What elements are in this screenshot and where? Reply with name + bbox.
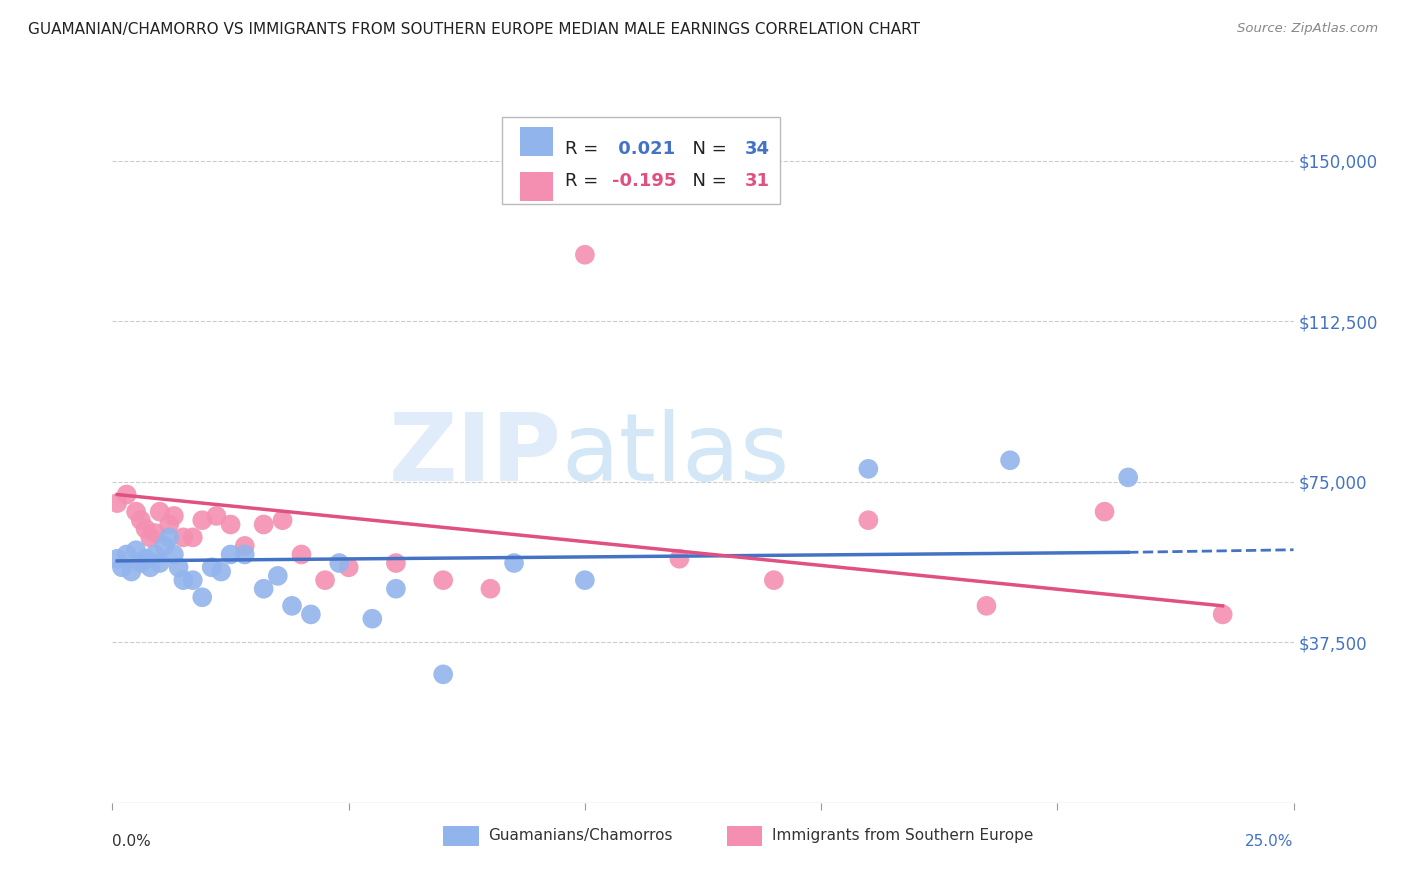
Point: [111, 560, 134, 574]
Point: [253, 582, 276, 596]
Point: [998, 453, 1021, 467]
Point: [1212, 607, 1234, 622]
Text: 25.0%: 25.0%: [1246, 834, 1294, 849]
Text: 31: 31: [744, 172, 769, 191]
Point: [149, 556, 172, 570]
Point: [503, 556, 526, 570]
Point: [129, 513, 152, 527]
FancyBboxPatch shape: [520, 172, 553, 201]
Point: [479, 582, 502, 596]
Point: [153, 539, 176, 553]
Point: [385, 582, 408, 596]
Point: [1094, 505, 1116, 519]
Point: [209, 565, 232, 579]
Point: [149, 505, 172, 519]
Point: [172, 530, 194, 544]
Point: [432, 667, 454, 681]
Point: [328, 556, 350, 570]
Point: [105, 496, 128, 510]
Point: [337, 560, 360, 574]
Point: [201, 560, 224, 574]
Point: [385, 556, 408, 570]
Point: [205, 508, 228, 523]
Y-axis label: Median Male Earnings: Median Male Earnings: [0, 364, 8, 546]
Point: [143, 526, 166, 541]
Point: [271, 513, 294, 527]
Point: [125, 543, 148, 558]
Text: atlas: atlas: [561, 409, 790, 501]
Point: [432, 573, 454, 587]
Point: [976, 599, 998, 613]
FancyBboxPatch shape: [443, 827, 478, 846]
Text: 0.0%: 0.0%: [112, 834, 152, 849]
Text: 34: 34: [744, 140, 769, 158]
Text: GUAMANIAN/CHAMORRO VS IMMIGRANTS FROM SOUTHERN EUROPE MEDIAN MALE EARNINGS CORRE: GUAMANIAN/CHAMORRO VS IMMIGRANTS FROM SO…: [28, 22, 920, 37]
Text: N =: N =: [681, 172, 733, 191]
Point: [314, 573, 336, 587]
FancyBboxPatch shape: [727, 827, 762, 846]
Text: N =: N =: [681, 140, 733, 158]
Point: [167, 560, 190, 574]
Point: [219, 548, 242, 562]
Point: [233, 548, 256, 562]
Point: [668, 551, 690, 566]
Point: [120, 565, 142, 579]
Point: [157, 530, 180, 544]
Point: [290, 548, 312, 562]
Point: [253, 517, 276, 532]
Point: [181, 573, 204, 587]
Point: [135, 551, 157, 566]
Point: [858, 513, 880, 527]
Point: [135, 522, 157, 536]
FancyBboxPatch shape: [520, 128, 553, 156]
Point: [105, 551, 128, 566]
Point: [1116, 470, 1139, 484]
Text: -0.195: -0.195: [612, 172, 676, 191]
Point: [115, 487, 138, 501]
Text: ZIP: ZIP: [388, 409, 561, 501]
Point: [191, 591, 214, 605]
Point: [361, 612, 384, 626]
Point: [281, 599, 304, 613]
Point: [219, 517, 242, 532]
Point: [139, 560, 162, 574]
Point: [163, 548, 186, 562]
Point: [858, 462, 880, 476]
Point: [115, 548, 138, 562]
Point: [163, 508, 186, 523]
Text: Guamanians/Chamorros: Guamanians/Chamorros: [488, 828, 672, 843]
Text: 0.021: 0.021: [612, 140, 675, 158]
Text: R =: R =: [565, 140, 603, 158]
Point: [299, 607, 322, 622]
Point: [157, 517, 180, 532]
Text: Source: ZipAtlas.com: Source: ZipAtlas.com: [1237, 22, 1378, 36]
Point: [125, 505, 148, 519]
Point: [172, 573, 194, 587]
Point: [233, 539, 256, 553]
Point: [143, 548, 166, 562]
Point: [574, 573, 596, 587]
Point: [762, 573, 785, 587]
Text: Immigrants from Southern Europe: Immigrants from Southern Europe: [772, 828, 1033, 843]
Point: [191, 513, 214, 527]
Point: [139, 530, 162, 544]
Text: R =: R =: [565, 172, 603, 191]
FancyBboxPatch shape: [502, 118, 780, 204]
Point: [181, 530, 204, 544]
Point: [574, 248, 596, 262]
Point: [129, 556, 152, 570]
Point: [267, 569, 290, 583]
